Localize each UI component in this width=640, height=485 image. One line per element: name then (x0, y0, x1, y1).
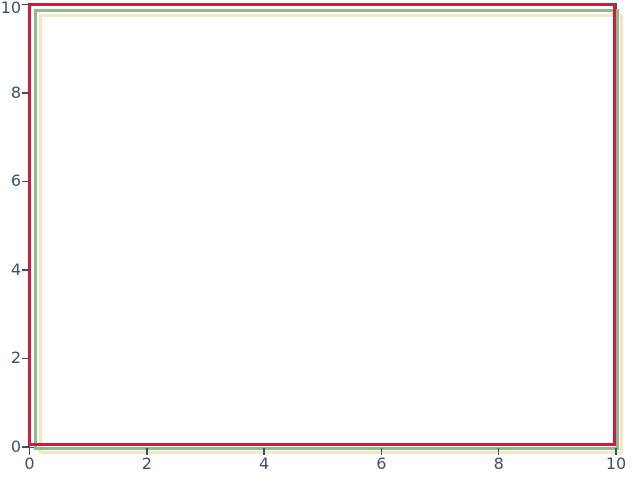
red-rectangle (28, 2, 616, 446)
x-tick (146, 447, 148, 455)
x-tick-label: 0 (24, 454, 35, 473)
y-tick (21, 92, 29, 94)
y-tick-label: 10 (0, 0, 21, 17)
y-tick-label: 6 (10, 171, 21, 191)
y-tick-label: 8 (10, 82, 21, 102)
x-tick (497, 447, 500, 455)
x-tick (263, 447, 265, 455)
y-tick-label: 4 (10, 259, 21, 279)
y-tick (21, 446, 29, 448)
y-tick (21, 357, 29, 360)
y-tick (21, 269, 29, 271)
y-tick (21, 3, 29, 6)
x-tick-label: 4 (259, 454, 270, 473)
x-tick (28, 447, 31, 455)
y-tick (21, 180, 29, 183)
x-tick-label: 2 (141, 454, 152, 473)
x-tick (380, 447, 383, 455)
y-tick-label: 2 (10, 348, 21, 368)
x-tick-label: 8 (493, 454, 504, 473)
x-tick-label: 6 (376, 454, 387, 473)
cream-rectangle (39, 14, 623, 454)
y-tick-label: 0 (10, 437, 21, 456)
x-tick-label: 10 (605, 454, 627, 473)
green-rectangle (34, 9, 620, 450)
x-tick (615, 447, 617, 455)
